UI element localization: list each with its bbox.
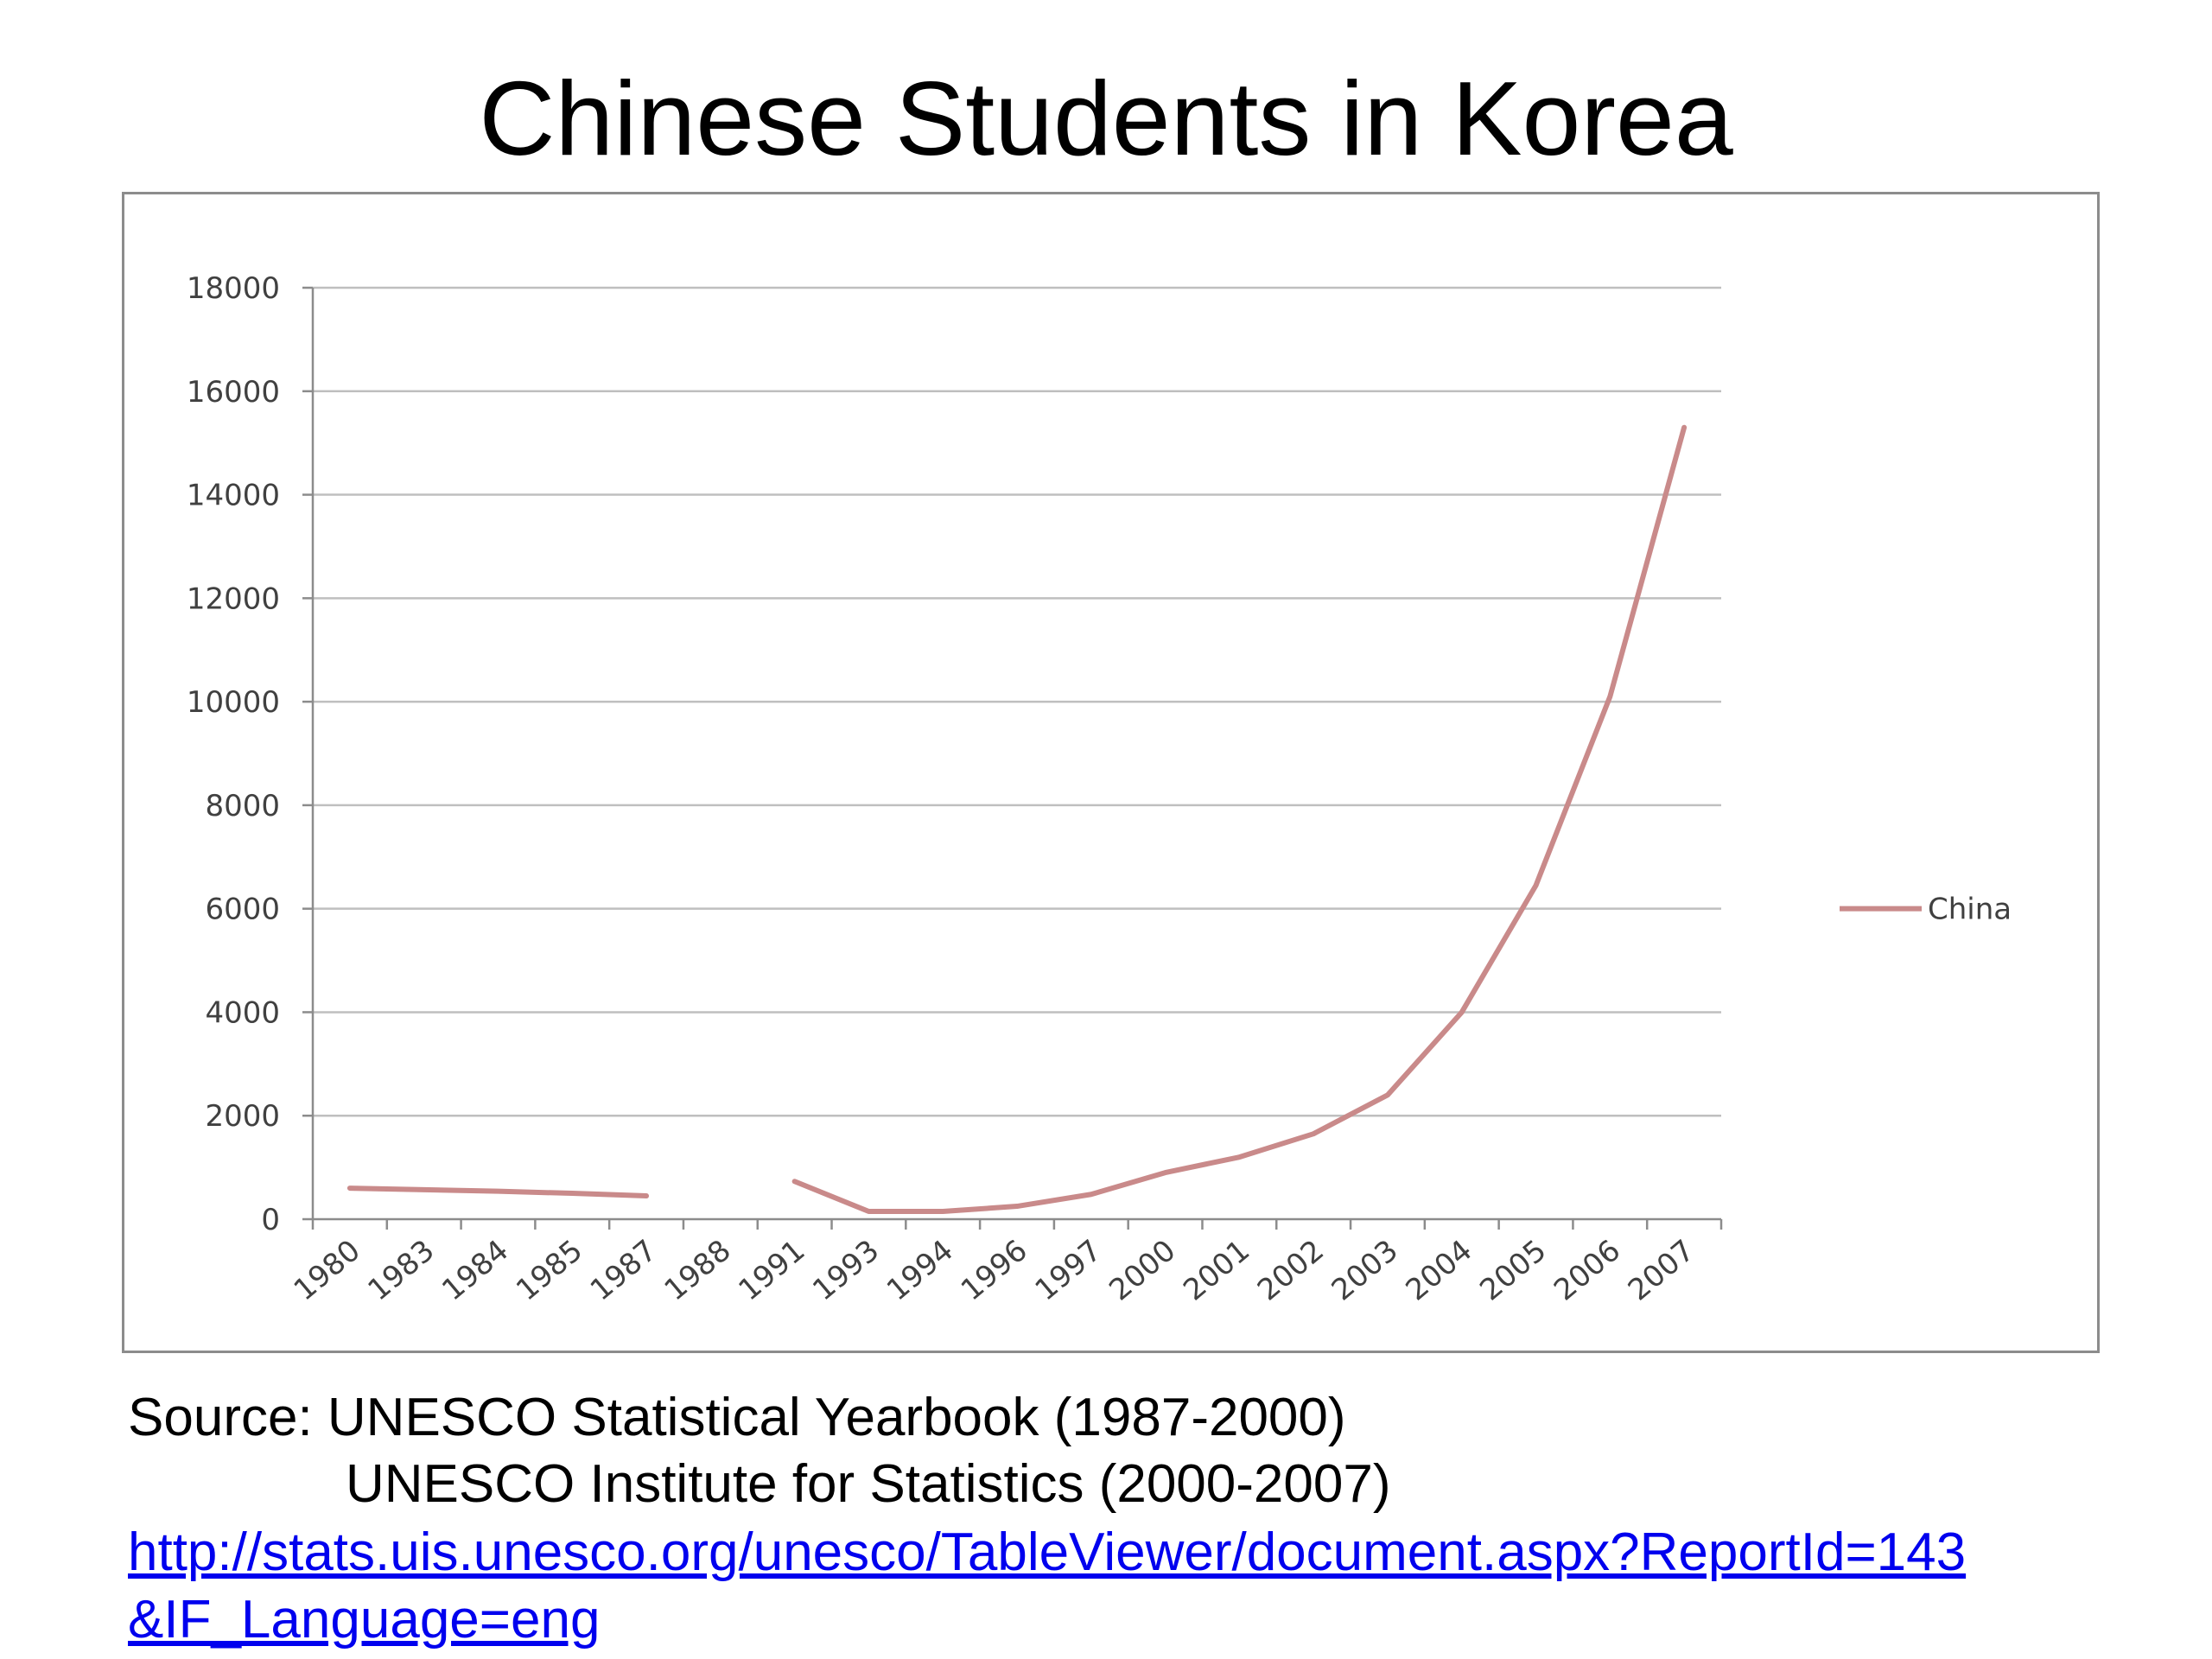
series-line-china-segment-2	[791, 424, 1688, 1215]
line-chart: 0 2000 4000 6000 8000 10000 12000 14000 16000 180…	[187, 271, 2012, 1308]
x-tick-label-1991: 1991	[732, 1233, 811, 1307]
y-tick-label-8000: 8000	[205, 789, 280, 823]
legend-label-china: China	[1928, 893, 2012, 927]
x-tick-label-2004: 2004	[1400, 1233, 1479, 1307]
x-tick-label-2007: 2007	[1622, 1233, 1701, 1307]
x-tick-label-2003: 2003	[1325, 1233, 1405, 1307]
source-line-2: UNESCO Institute for Statistics (2000-20…	[346, 1454, 1391, 1514]
y-tick-label-10000: 10000	[187, 685, 280, 720]
y-tick-label-6000: 6000	[205, 893, 280, 927]
x-tick-label-2002: 2002	[1251, 1233, 1331, 1307]
source-line-1: Source: UNESCO Statistical Yearbook (198…	[128, 1388, 1346, 1447]
x-tick-label-2000: 2000	[1103, 1233, 1182, 1307]
x-tick-label-1997: 1997	[1029, 1233, 1109, 1307]
x-tick-label-2006: 2006	[1548, 1233, 1627, 1307]
x-tick-label-2005: 2005	[1473, 1233, 1553, 1307]
source-link[interactable]: http://stats.uis.unesco.org/unesco/Table…	[128, 1519, 1966, 1653]
y-tick-label-16000: 16000	[187, 375, 280, 410]
x-tick-label-1983: 1983	[361, 1233, 441, 1307]
series-line-china-segment-1	[346, 1185, 650, 1199]
chart-frame: 0 2000 4000 6000 8000 10000 12000 14000 16000 180…	[122, 192, 2100, 1353]
x-tick-label-1984: 1984	[435, 1233, 515, 1307]
x-tick-label-1980: 1980	[288, 1233, 367, 1307]
source-link-part-2[interactable]: &IF_Language=eng	[128, 1589, 601, 1649]
x-tick-label-1987: 1987	[584, 1233, 664, 1307]
x-tick-label-2001: 2001	[1177, 1233, 1256, 1307]
x-tick-label-1988: 1988	[658, 1233, 738, 1307]
y-tick-label-18000: 18000	[187, 271, 280, 306]
x-tick-label-1993: 1993	[806, 1233, 886, 1307]
y-tick-label-0: 0	[261, 1203, 280, 1237]
y-tick-label-12000: 12000	[187, 582, 280, 616]
x-tick-label-1985: 1985	[510, 1233, 589, 1307]
slide-title: Chinese Students in Korea	[479, 60, 1733, 177]
x-tick-label-1996: 1996	[955, 1233, 1034, 1307]
source-link-part-1[interactable]: http://stats.uis.unesco.org/unesco/Table…	[128, 1522, 1967, 1582]
y-tick-label-4000: 4000	[205, 995, 280, 1030]
y-tick-label-2000: 2000	[205, 1099, 280, 1134]
x-tick-label-1994: 1994	[880, 1233, 960, 1307]
y-tick-label-14000: 14000	[187, 479, 280, 513]
